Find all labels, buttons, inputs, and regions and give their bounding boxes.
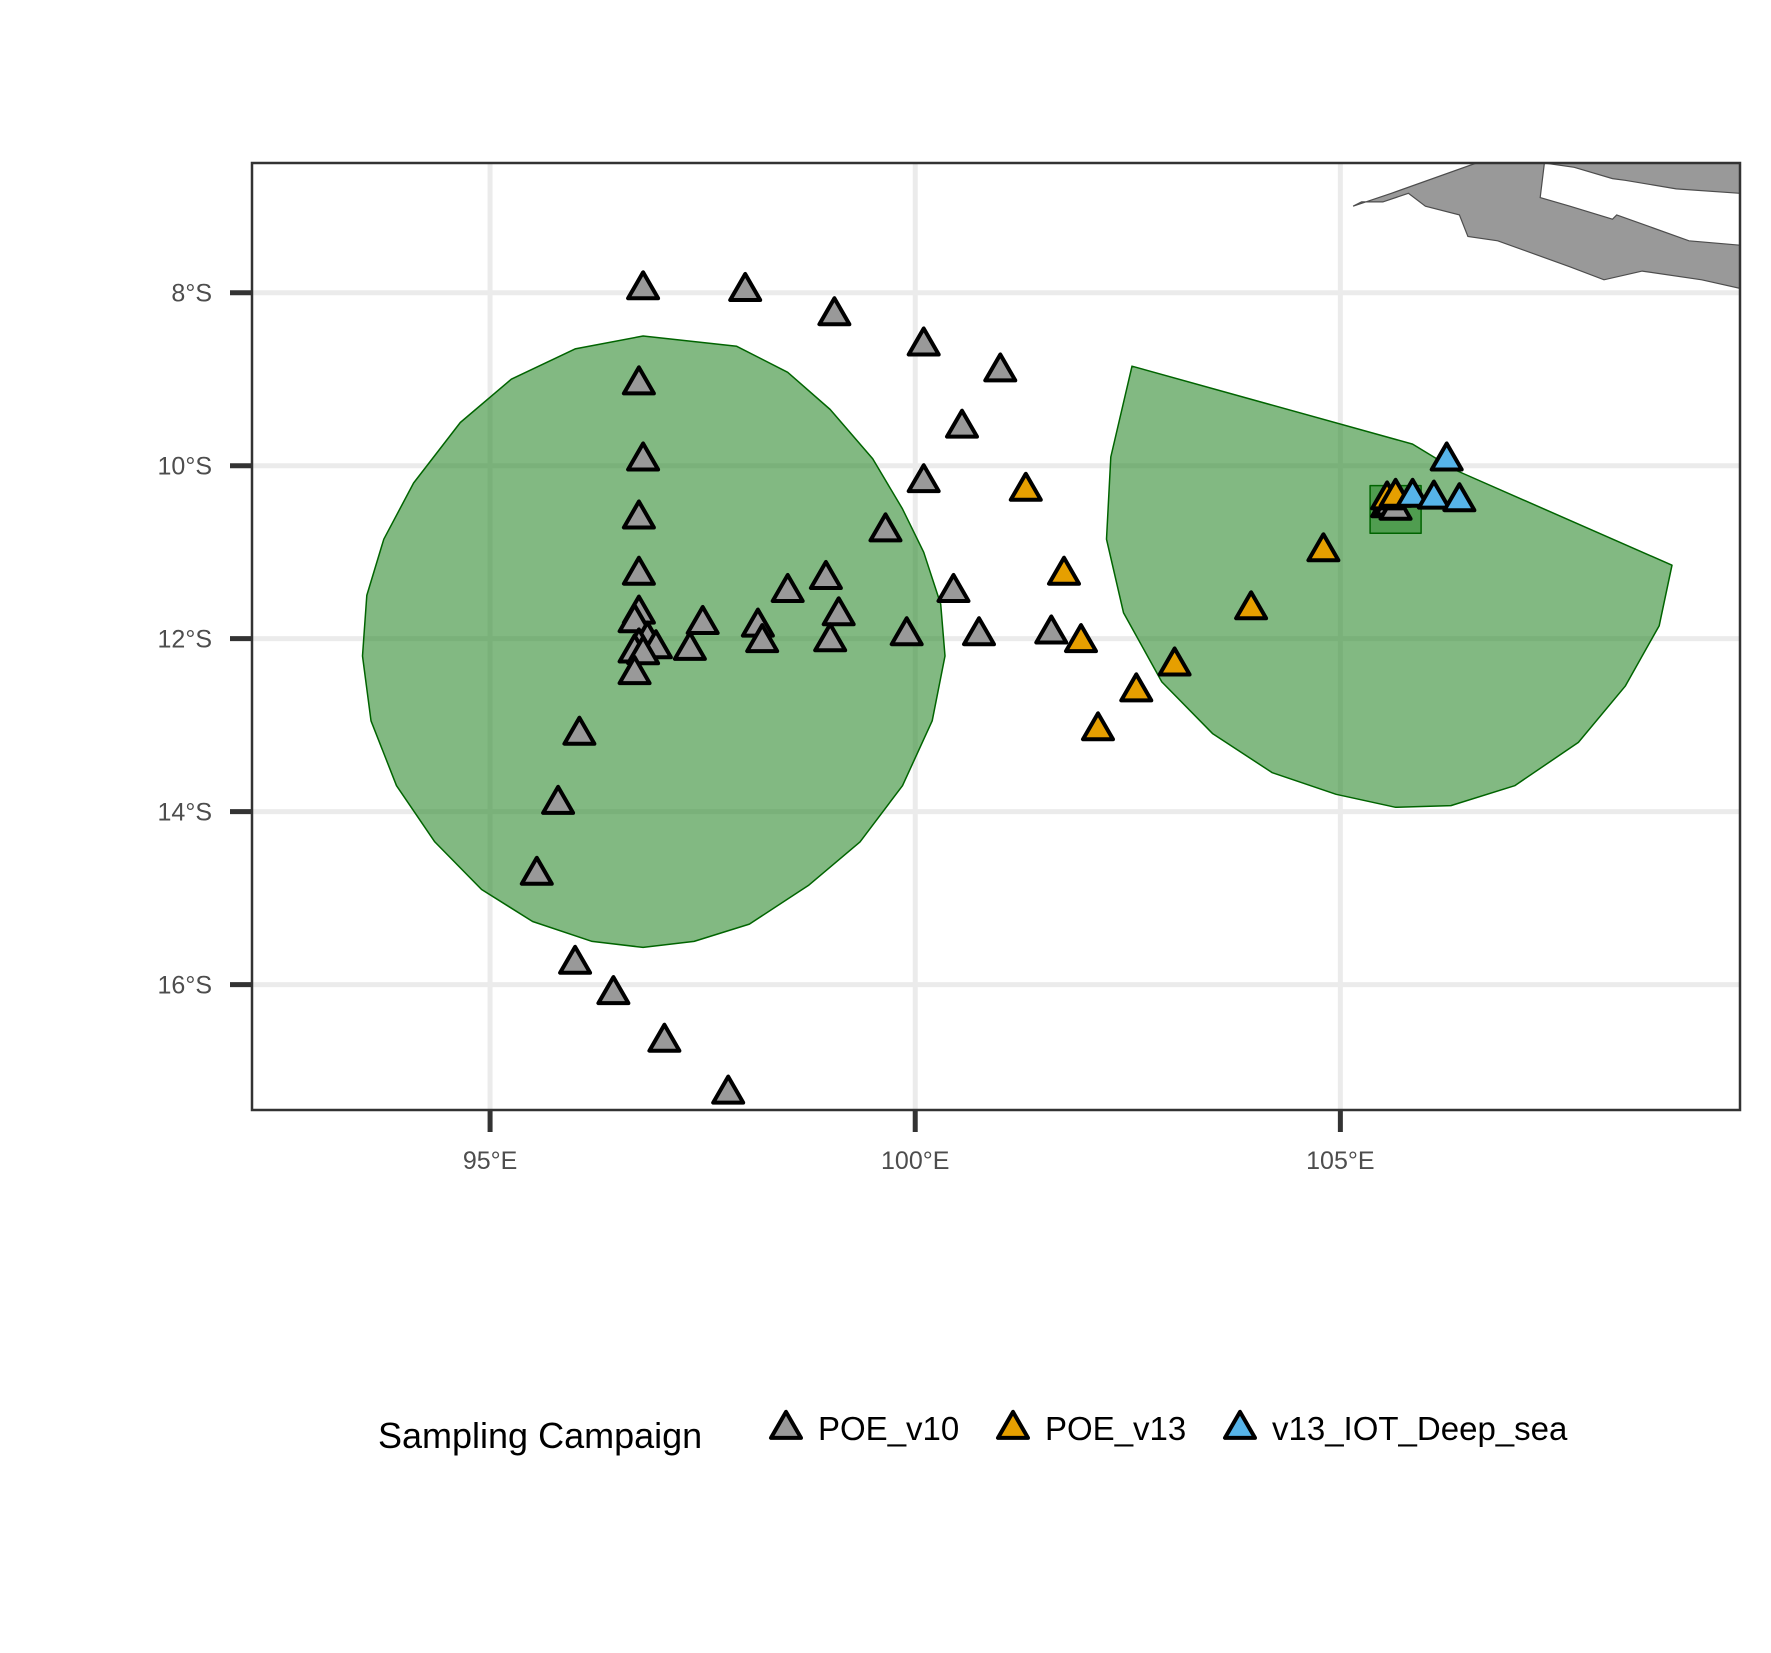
point-POE_v10-21 — [889, 616, 924, 647]
point-POE_v10-14 — [936, 573, 971, 603]
point-POE_v10-5 — [621, 365, 656, 396]
point-POE_v10-4 — [983, 352, 1018, 383]
point-v13_IOT_Deep_sea-3 — [1442, 482, 1477, 513]
y-tick-label: 16°S — [158, 972, 212, 1000]
point-POE_v10-15 — [821, 596, 856, 627]
point-POE_v10-13 — [770, 573, 805, 603]
point-v13_IOT_Deep_sea-2 — [1429, 441, 1464, 472]
legend-title: Sampling Campaign — [378, 1415, 702, 1456]
point-POE_v10-7 — [626, 441, 661, 472]
legend-label-v13_IOT_Deep_sea: v13_IOT_Deep_sea — [1272, 1410, 1568, 1447]
land-layer — [1352, 163, 1740, 290]
sampling-points-layer — [519, 270, 1477, 1105]
point-POE_v10-9 — [621, 499, 656, 530]
point-POE_v10-32 — [562, 715, 597, 746]
point-POE_v10-35 — [558, 944, 593, 975]
point-POE_v10-6 — [945, 408, 979, 439]
protected-area-sector — [1105, 365, 1673, 809]
point-POE_v13-4 — [1119, 672, 1154, 703]
y-tick-label: 8°S — [171, 280, 212, 308]
point-POE_v13-7 — [1306, 532, 1341, 563]
y-tick-label: 14°S — [158, 799, 212, 827]
axes: 95°E 100°E 105°E 8°S 10°S 12°S 14°S 16°S — [158, 280, 1375, 1175]
x-tick-label: 100°E — [881, 1147, 949, 1175]
point-POE_v13-1 — [1047, 555, 1081, 586]
point-POE_v10-17 — [617, 603, 652, 634]
point-POE_v10-18 — [685, 605, 720, 635]
point-POE_v10-11 — [621, 555, 656, 586]
point-POE_v10-34 — [519, 855, 554, 886]
point-POE_v10-1 — [728, 272, 763, 302]
point-POE_v10-2 — [817, 296, 852, 327]
land-polygon-0 — [1352, 163, 1740, 290]
point-POE_v10-33 — [541, 784, 576, 815]
point-POE_v13-5 — [1157, 646, 1192, 677]
point-POE_v10-37 — [647, 1022, 682, 1053]
point-POE_v10-28 — [672, 630, 707, 661]
point-POE_v10-24 — [745, 623, 780, 654]
x-tick-label: 95°E — [463, 1147, 517, 1175]
point-POE_v10-38 — [711, 1074, 746, 1105]
y-tick-label: 12°S — [158, 626, 212, 654]
point-POE_v10-12 — [808, 560, 843, 590]
point-POE_v10-20 — [1034, 614, 1069, 645]
point-POE_v10-36 — [596, 975, 631, 1006]
point-POE_v13-0 — [1008, 471, 1043, 502]
point-POE_v10-22 — [962, 616, 996, 647]
point-POE_v10-3 — [906, 326, 941, 357]
point-POE_v13-2 — [1064, 623, 1098, 654]
legend: Sampling Campaign POE_v10 POE_v13 v13_IOT_… — [378, 1409, 1568, 1456]
point-POE_v10-8 — [906, 463, 941, 494]
x-tick-label: 105°E — [1306, 1147, 1374, 1175]
point-POE_v10-10 — [868, 512, 903, 543]
legend-key-v13_IOT_Deep_sea — [1223, 1409, 1257, 1440]
point-POE_v13-6 — [1234, 590, 1269, 621]
legend-label-POE_v10: POE_v10 — [818, 1410, 959, 1447]
point-POE_v10-31 — [617, 655, 652, 686]
point-POE_v10-0 — [626, 270, 661, 301]
point-v13_IOT_Deep_sea-0 — [1395, 477, 1430, 508]
point-POE_v13-3 — [1081, 711, 1115, 742]
legend-label-POE_v13: POE_v13 — [1045, 1410, 1186, 1447]
y-tick-label: 10°S — [158, 453, 212, 481]
point-v13_IOT_Deep_sea-1 — [1416, 479, 1451, 510]
point-POE_v10-25 — [813, 622, 848, 653]
legend-key-POE_v13 — [996, 1409, 1030, 1440]
legend-key-POE_v10 — [769, 1409, 803, 1440]
